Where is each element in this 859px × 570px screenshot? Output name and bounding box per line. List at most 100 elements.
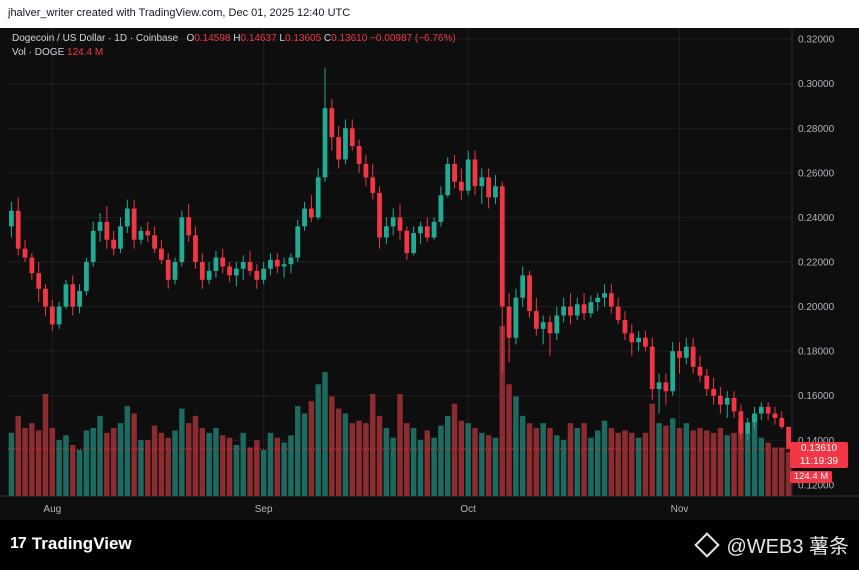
change-value: −0.00987 (−6.76%) <box>370 33 456 44</box>
y-tick-label: 0.18000 <box>798 347 835 358</box>
candle-body <box>111 239 117 249</box>
candle-body <box>97 221 103 231</box>
y-tick-label: 0.12000 <box>798 480 835 491</box>
candle-body <box>329 108 335 138</box>
volume-bar <box>151 425 158 496</box>
candle-body <box>193 235 198 262</box>
volume-bar <box>397 394 403 496</box>
volume-bar <box>588 437 594 496</box>
symbol-title[interactable]: Dogecoin / US Dollar · 1D · Coinbase <box>12 33 179 44</box>
candle-body <box>377 192 382 238</box>
volume-bar <box>410 428 417 496</box>
volume-bar <box>322 372 328 496</box>
volume-bar <box>213 428 219 496</box>
volume-bar <box>172 430 178 496</box>
candle-body <box>711 389 716 396</box>
volume-bar <box>35 430 42 496</box>
candle-body <box>295 226 301 258</box>
candle-body <box>424 226 430 238</box>
candle-body <box>547 322 553 334</box>
volume-bar <box>485 435 492 496</box>
candle-body <box>506 306 512 338</box>
candle-body <box>643 337 648 347</box>
volume-bar <box>704 430 710 496</box>
volume-bar <box>281 442 287 496</box>
candle-body <box>145 230 151 236</box>
candle-body <box>390 217 396 227</box>
candle-body <box>752 413 757 423</box>
volume-bar <box>185 423 192 496</box>
candle-body <box>9 210 14 227</box>
volume-bar <box>554 435 560 496</box>
volume-bar <box>424 430 430 496</box>
candle-body <box>308 208 314 218</box>
candle-body <box>43 288 48 307</box>
volume-bar <box>56 440 62 496</box>
watermark-text: @WEB3 薯条 <box>726 536 849 558</box>
candle-body <box>779 418 785 427</box>
volume-bar <box>199 428 206 496</box>
volume-bar <box>574 428 580 496</box>
candle-body <box>29 257 35 274</box>
candle-body <box>520 275 526 298</box>
candle-body <box>718 395 723 405</box>
candle-body <box>138 230 144 240</box>
candle-body <box>499 186 505 307</box>
candle-body <box>445 163 451 196</box>
candle-body <box>302 208 307 227</box>
x-tick-label: Aug <box>43 504 61 515</box>
x-tick-label: Oct <box>460 504 476 515</box>
candlestick-chart[interactable]: 0.32000 0.30000 0.28000 0.26000 0.24000 0.220… <box>0 28 859 520</box>
tradingview-logo[interactable]: 17 TradingView <box>10 534 132 554</box>
volume-bar <box>356 420 362 496</box>
candle-body <box>656 382 662 390</box>
volume-bar <box>117 423 124 496</box>
candle-body <box>336 137 342 160</box>
candle-body <box>568 306 573 316</box>
volume-bar <box>335 408 342 496</box>
candle-body <box>452 163 457 182</box>
candle-body <box>186 217 192 236</box>
volume-bar <box>97 415 103 496</box>
candle-body <box>411 233 417 254</box>
volume-bar <box>295 406 301 496</box>
candle-body <box>90 230 96 262</box>
volume-bar <box>499 326 505 496</box>
candle-body <box>745 422 751 434</box>
volume-bar <box>376 415 383 496</box>
candle-body <box>15 210 21 249</box>
candle-body <box>765 406 771 414</box>
legend-volume-row: Vol · DOGE 124.4 M <box>12 46 456 60</box>
volume-bar <box>110 428 117 496</box>
volume-value: 124.4 M <box>67 47 104 58</box>
volume-bar <box>90 428 96 496</box>
candle-body <box>233 268 239 276</box>
footer <box>0 520 859 570</box>
volume-bar <box>15 415 21 496</box>
binance-diamond-icon <box>694 531 721 558</box>
candle-body <box>288 257 294 265</box>
candle-body <box>574 304 580 316</box>
attribution-text: jhalver_writer created with TradingView.… <box>8 7 351 19</box>
high-label: H <box>233 33 241 44</box>
volume-badge: 124.4 M <box>790 470 832 483</box>
volume-label[interactable]: Vol · DOGE <box>12 47 65 58</box>
candle-body <box>629 333 635 343</box>
volume-bar <box>615 432 621 496</box>
y-tick-label: 0.20000 <box>798 302 835 313</box>
candle-body <box>349 128 355 147</box>
candle-body <box>704 375 710 390</box>
volume-bar <box>240 432 246 496</box>
candle-body <box>315 177 321 218</box>
volume-bar <box>431 437 437 496</box>
y-tick-label: 0.32000 <box>798 35 835 46</box>
candle-body <box>49 306 55 325</box>
candle-body <box>63 284 69 307</box>
candle-body <box>431 221 437 238</box>
last-price-badge: 0.13610 11:19:39 <box>790 441 848 468</box>
volume-bar <box>622 430 628 496</box>
volume-bar <box>506 384 512 496</box>
volume-bar <box>131 413 137 496</box>
candle-body <box>677 351 682 358</box>
volume-bar <box>663 425 669 496</box>
